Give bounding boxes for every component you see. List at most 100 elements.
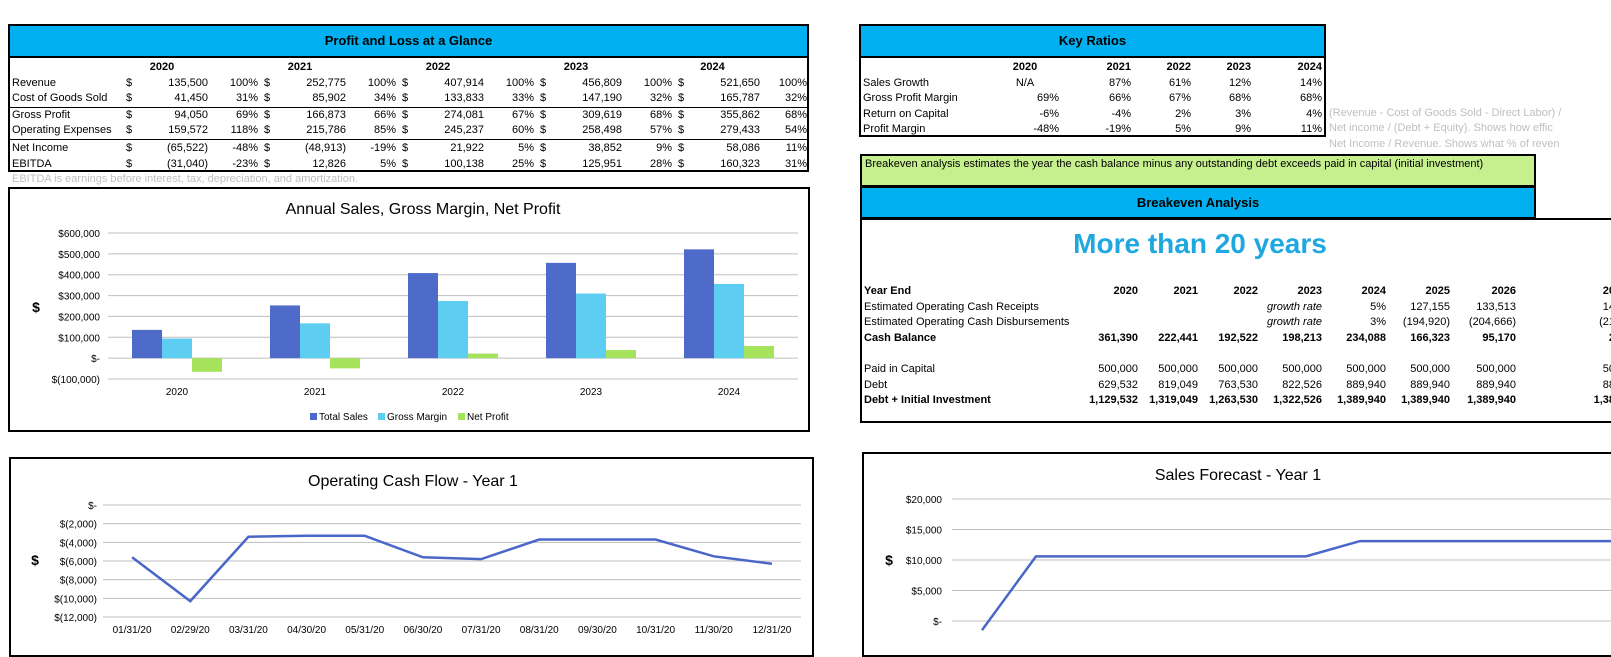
ratio-value: -48% xyxy=(1033,123,1059,136)
breakeven-value xyxy=(1140,315,1200,331)
pl-row: Operating Expenses $159,572 118% $215,786 85… xyxy=(10,123,809,139)
breakeven-year-header: 2024 xyxy=(1361,285,1386,297)
pl-currency: $ xyxy=(540,76,547,89)
pl-year-header: 2024 xyxy=(700,61,725,73)
breakeven-row: Cash Balance 361,390 222,441 192,522 198,213… xyxy=(862,331,1611,347)
sales-forecast-chart: Sales Forecast - Year 1 $ $- $5,000 $10,000 $… xyxy=(885,467,1611,631)
breakeven-value: 14 xyxy=(1602,300,1611,313)
breakeven-year-header: 2022 xyxy=(1233,285,1258,297)
pl-currency: $ xyxy=(126,158,133,171)
breakeven-value xyxy=(1140,346,1200,362)
breakeven-value xyxy=(1324,346,1388,362)
breakeven-value: 192,522 xyxy=(1218,331,1258,344)
x-tick-label: 01/31/20 xyxy=(113,625,152,636)
pl-value: 147,190 xyxy=(582,92,622,105)
pl-value: 135,500 xyxy=(168,76,208,89)
ratio-value: 67% xyxy=(1168,92,1191,105)
x-tick-label: 05/31/20 xyxy=(345,625,384,636)
breakeven-value: 5% xyxy=(1370,300,1386,313)
breakeven-value: 1,38 xyxy=(1593,394,1611,407)
pl-currency: $ xyxy=(678,124,685,137)
y-axis-label: $ xyxy=(31,552,39,568)
pl-currency: $ xyxy=(540,124,547,137)
ratios-box: Key Ratios 2020 2021 2022 2023 2024 Sales Gro… xyxy=(859,24,1326,137)
ratio-value: -19% xyxy=(1105,123,1131,136)
breakeven-year-header: 2025 xyxy=(1425,285,1450,297)
pl-value: 456,809 xyxy=(582,76,622,89)
pl-value: 58,086 xyxy=(692,138,762,158)
cashflow-chart-box: Operating Cash Flow - Year 1 $ $- $(2,000) $… xyxy=(9,457,814,657)
pl-year-header: 2023 xyxy=(563,61,589,73)
pl-percent: 9% xyxy=(624,138,674,158)
pl-value: 166,873 xyxy=(278,106,348,124)
breakeven-value: 763,530 xyxy=(1218,378,1258,391)
ratio-label: Gross Profit Margin xyxy=(863,92,958,105)
bar xyxy=(132,329,162,359)
pl-value: 245,237 xyxy=(444,124,484,137)
pl-percent: 69% xyxy=(210,106,260,124)
y-tick-label: $(8,000) xyxy=(60,576,97,587)
breakeven-row: Debt 629,532 819,049 763,530 822,526 889,940 8… xyxy=(862,378,1611,394)
breakeven-value: growth rate xyxy=(1266,316,1322,329)
pl-year-header: 2021 xyxy=(287,61,313,73)
breakeven-value: 500,000 xyxy=(1346,362,1386,375)
breakeven-value: 3% xyxy=(1370,316,1386,329)
pl-percent: 100% xyxy=(229,76,258,89)
breakeven-year-header: 20 xyxy=(1602,285,1611,297)
bar xyxy=(744,346,774,359)
x-tick-label: 03/31/20 xyxy=(229,625,268,636)
breakeven-value: 500,000 xyxy=(1410,362,1450,375)
breakeven-row-label: Estimated Operating Cash Receipts xyxy=(864,300,1039,313)
ratio-label: Profit Margin xyxy=(863,123,926,136)
pl-row: Net Income $ (65,522) -48% $ (48,913) -19% $21,… xyxy=(10,138,809,158)
ratio-row: Return on Capital -6% -4% 2% 3% 4% xyxy=(861,107,1324,123)
breakeven-value: (194,920) xyxy=(1402,316,1450,329)
pl-currency: $ xyxy=(398,138,416,158)
y-tick-label: $5,000 xyxy=(911,587,942,598)
breakeven-row: Estimated Operating Cash Receipts growth … xyxy=(862,300,1611,316)
pl-percent: 5% xyxy=(486,138,536,158)
breakeven-value: 1,389,940 xyxy=(1337,394,1386,407)
pl-currency: $ xyxy=(402,124,409,137)
ratio-value: -4% xyxy=(1111,107,1131,120)
y-tick-label: $20,000 xyxy=(906,495,943,506)
y-tick-label: $- xyxy=(933,617,942,628)
breakeven-value xyxy=(1200,300,1260,316)
y-tick-label: $(2,000) xyxy=(60,520,97,531)
breakeven-value: 889,940 xyxy=(1346,378,1386,391)
legend-swatch xyxy=(310,413,317,420)
breakeven-value xyxy=(1076,300,1140,316)
legend-label: Net Profit xyxy=(467,412,509,423)
breakeven-row-label: Paid in Capital xyxy=(864,362,935,375)
pl-currency: $ xyxy=(540,92,547,105)
breakeven-value: 822,526 xyxy=(1282,378,1322,391)
breakeven-value: 500,000 xyxy=(1218,362,1258,375)
pl-percent: 68% xyxy=(762,106,809,124)
breakeven-value: 234,088 xyxy=(1346,331,1386,344)
pl-percent: 31% xyxy=(235,92,258,105)
pl-currency: $ xyxy=(126,124,133,137)
bar xyxy=(546,262,576,359)
pl-row: Cost of Goods Sold $41,450 31% $85,902 34% $1… xyxy=(10,91,809,107)
breakeven-value xyxy=(1076,346,1140,362)
bar xyxy=(438,300,468,359)
bar xyxy=(192,358,222,372)
ratio-value: 14% xyxy=(1299,76,1322,89)
breakeven-value: 1,322,526 xyxy=(1273,394,1322,407)
ratio-note: Net Income / Revenue. Shows what % of re… xyxy=(1329,137,1560,150)
x-tick-label: 10/31/20 xyxy=(636,625,675,636)
pl-currency: $ xyxy=(402,158,409,171)
pl-percent: 57% xyxy=(649,124,672,137)
y-tick-label: $600,000 xyxy=(58,229,100,240)
ratio-value: 68% xyxy=(1299,92,1322,105)
breakeven-col-header: Year End xyxy=(864,285,912,297)
pl-row-label: Net Income xyxy=(10,138,122,158)
pl-row-label: Operating Expenses xyxy=(12,124,112,137)
y-tick-label: $(6,000) xyxy=(60,557,97,568)
ratio-value: 2% xyxy=(1175,107,1191,120)
breakeven-headline: More than 20 years xyxy=(1073,228,1327,259)
breakeven-box: More than 20 years Year End 2020 2021 2022 2… xyxy=(860,218,1611,423)
ratios-year-header: 2022 xyxy=(1166,61,1191,73)
ratio-value: 87% xyxy=(1108,76,1131,89)
breakeven-row: Debt + Initial Investment 1,129,532 1,319,… xyxy=(862,393,1611,409)
